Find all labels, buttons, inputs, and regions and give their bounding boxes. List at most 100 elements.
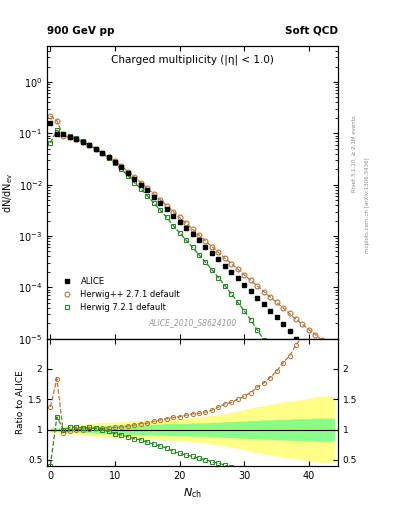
ALICE <box>190 231 195 238</box>
Herwig++ 2.7.1 default <box>132 174 137 180</box>
Herwig++ 2.7.1 default <box>119 163 124 169</box>
Herwig++ 2.7.1 default <box>171 208 176 215</box>
Herwig 7.2.1 default <box>145 193 150 199</box>
Herwig 7.2.1 default <box>100 150 105 156</box>
Herwig++ 2.7.1 default <box>48 113 53 119</box>
ALICE <box>138 182 143 188</box>
ALICE <box>48 120 53 126</box>
Herwig++ 2.7.1 default <box>222 255 227 261</box>
Herwig 7.2.1 default <box>190 244 195 250</box>
Herwig 7.2.1 default <box>61 132 66 138</box>
Herwig++ 2.7.1 default <box>164 203 169 209</box>
Herwig 7.2.1 default <box>222 283 227 289</box>
Herwig++ 2.7.1 default <box>126 168 130 175</box>
Herwig++ 2.7.1 default <box>235 266 240 272</box>
ALICE <box>255 294 259 301</box>
Herwig++ 2.7.1 default <box>326 343 331 349</box>
ALICE <box>126 170 130 176</box>
Herwig 7.2.1 default <box>138 186 143 192</box>
ALICE <box>132 176 137 182</box>
Herwig 7.2.1 default <box>74 135 79 141</box>
ALICE <box>320 363 324 369</box>
Line: Herwig++ 2.7.1 default: Herwig++ 2.7.1 default <box>48 113 337 354</box>
Y-axis label: Ratio to ALICE: Ratio to ALICE <box>16 371 25 434</box>
ALICE <box>222 263 227 269</box>
Herwig 7.2.1 default <box>300 398 305 404</box>
Text: 900 GeV pp: 900 GeV pp <box>47 26 115 36</box>
Herwig++ 2.7.1 default <box>68 134 72 140</box>
Herwig 7.2.1 default <box>242 308 247 314</box>
Herwig++ 2.7.1 default <box>274 300 279 306</box>
ALICE <box>61 132 66 138</box>
Herwig 7.2.1 default <box>248 317 253 323</box>
Herwig 7.2.1 default <box>326 439 331 445</box>
Herwig 7.2.1 default <box>119 166 124 172</box>
Herwig++ 2.7.1 default <box>93 146 98 152</box>
Text: Charged multiplicity (|η| < 1.0): Charged multiplicity (|η| < 1.0) <box>111 55 274 66</box>
Herwig 7.2.1 default <box>203 259 208 265</box>
Y-axis label: dN/dN$_{\rm ev}$: dN/dN$_{\rm ev}$ <box>2 172 15 212</box>
Herwig++ 2.7.1 default <box>281 305 285 311</box>
ALICE <box>80 139 85 145</box>
X-axis label: $N_{\rm ch}$: $N_{\rm ch}$ <box>183 486 202 500</box>
Herwig 7.2.1 default <box>55 127 59 133</box>
Legend: ALICE, Herwig++ 2.7.1 default, Herwig 7.2.1 default: ALICE, Herwig++ 2.7.1 default, Herwig 7.… <box>53 273 184 315</box>
Herwig++ 2.7.1 default <box>248 278 253 284</box>
Herwig 7.2.1 default <box>184 237 189 243</box>
Herwig 7.2.1 default <box>171 222 176 228</box>
ALICE <box>274 314 279 321</box>
Text: ALICE_2010_S8624100: ALICE_2010_S8624100 <box>149 318 237 327</box>
Herwig 7.2.1 default <box>196 252 201 258</box>
Herwig++ 2.7.1 default <box>268 294 272 300</box>
ALICE <box>307 349 311 355</box>
Herwig++ 2.7.1 default <box>177 215 182 221</box>
Herwig++ 2.7.1 default <box>294 316 298 322</box>
Text: Soft QCD: Soft QCD <box>285 26 338 36</box>
Herwig++ 2.7.1 default <box>255 283 259 289</box>
Herwig 7.2.1 default <box>287 378 292 384</box>
Line: Herwig 7.2.1 default: Herwig 7.2.1 default <box>48 128 337 455</box>
Herwig++ 2.7.1 default <box>106 154 111 160</box>
Herwig++ 2.7.1 default <box>229 261 234 267</box>
Herwig++ 2.7.1 default <box>113 158 118 164</box>
Herwig 7.2.1 default <box>209 267 214 273</box>
ALICE <box>164 206 169 212</box>
Herwig 7.2.1 default <box>132 180 137 186</box>
Herwig++ 2.7.1 default <box>209 244 214 250</box>
Herwig 7.2.1 default <box>274 357 279 364</box>
Herwig 7.2.1 default <box>268 347 272 353</box>
ALICE <box>113 159 118 165</box>
ALICE <box>100 150 105 156</box>
Herwig 7.2.1 default <box>151 200 156 206</box>
ALICE <box>209 250 214 256</box>
ALICE <box>151 194 156 200</box>
Herwig++ 2.7.1 default <box>307 327 311 333</box>
ALICE <box>55 132 59 138</box>
ALICE <box>281 322 285 328</box>
Herwig++ 2.7.1 default <box>332 349 337 355</box>
ALICE <box>326 370 331 376</box>
Herwig 7.2.1 default <box>158 207 163 213</box>
ALICE <box>216 257 221 263</box>
Herwig++ 2.7.1 default <box>80 139 85 145</box>
Herwig 7.2.1 default <box>313 419 318 425</box>
ALICE <box>177 219 182 225</box>
Text: Rivet 3.1.10, ≥ 2.1M events: Rivet 3.1.10, ≥ 2.1M events <box>352 115 357 192</box>
ALICE <box>74 136 79 142</box>
Herwig++ 2.7.1 default <box>216 249 221 255</box>
Herwig++ 2.7.1 default <box>203 238 208 244</box>
Herwig 7.2.1 default <box>320 429 324 435</box>
Herwig 7.2.1 default <box>235 300 240 306</box>
Herwig 7.2.1 default <box>216 274 221 281</box>
Herwig 7.2.1 default <box>87 142 92 148</box>
ALICE <box>261 301 266 307</box>
Herwig++ 2.7.1 default <box>300 322 305 328</box>
Herwig++ 2.7.1 default <box>261 288 266 294</box>
Herwig++ 2.7.1 default <box>61 133 66 139</box>
ALICE <box>248 288 253 294</box>
Herwig++ 2.7.1 default <box>320 337 324 344</box>
Herwig++ 2.7.1 default <box>158 197 163 203</box>
ALICE <box>184 225 189 231</box>
Herwig 7.2.1 default <box>255 327 259 333</box>
Herwig 7.2.1 default <box>164 215 169 221</box>
